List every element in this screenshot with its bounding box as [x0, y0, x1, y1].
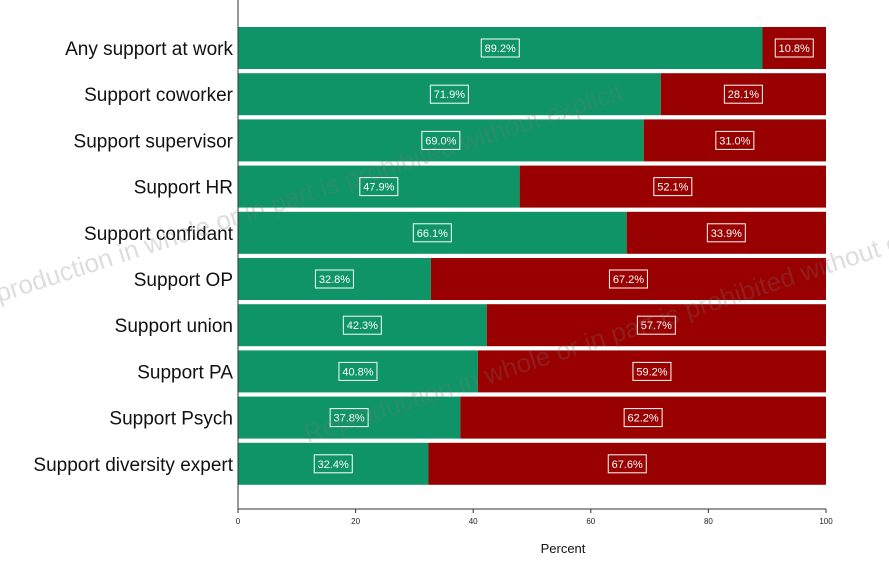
data-label-box [706, 223, 746, 243]
x-axis: 0 20 40 60 80 100 [236, 0, 833, 526]
data-label-text: 42.3% [347, 320, 378, 332]
data-label-green-4: 47.9% [359, 177, 399, 197]
data-label-green-3: 69.0% [421, 130, 461, 150]
category-label-2: Support coworker [84, 85, 234, 106]
x-tick-label-0: 0 [236, 517, 241, 526]
data-label-text: 37.8% [334, 413, 365, 425]
data-label-text: 66.1% [417, 228, 448, 240]
category-label-7: Support union [115, 316, 233, 337]
category-label-5: Support confidant [84, 224, 234, 245]
data-label-box [636, 315, 676, 335]
category-label-6: Support OP [134, 270, 233, 291]
data-label-box [632, 361, 672, 381]
data-label-green-9: 37.8% [329, 408, 369, 428]
data-label-text: 47.9% [363, 182, 394, 194]
data-label-box [723, 84, 763, 104]
data-label-red-3: 31.0% [715, 130, 755, 150]
data-label-green-7: 42.3% [342, 315, 382, 335]
data-labels-layer: 89.2% 10.8% 71.9% 28.1% 69.0% 31.0% 47.9% 52.1%… [313, 38, 814, 474]
data-label-text: 67.2% [613, 274, 644, 286]
data-label-box [623, 408, 663, 428]
data-label-text: 57.7% [641, 320, 672, 332]
category-label-8: Support PA [137, 362, 233, 383]
data-label-red-4: 52.1% [653, 177, 693, 197]
data-label-text: 89.2% [485, 43, 516, 55]
data-label-box [715, 130, 755, 150]
data-label-box [412, 223, 452, 243]
data-label-green-6: 32.8% [314, 269, 354, 289]
data-label-text: 31.0% [719, 135, 750, 147]
data-label-box [607, 454, 647, 474]
data-label-green-10: 32.4% [313, 454, 353, 474]
data-label-red-8: 59.2% [632, 361, 672, 381]
x-tick-label-20: 20 [351, 517, 360, 526]
data-label-green-8: 40.8% [338, 361, 378, 381]
data-label-text: 62.2% [628, 413, 659, 425]
data-label-text: 10.8% [779, 43, 810, 55]
data-label-text: 28.1% [728, 89, 759, 101]
data-label-red-10: 67.6% [607, 454, 647, 474]
data-label-box [774, 38, 814, 58]
data-label-text: 32.8% [319, 274, 350, 286]
x-tick-label-80: 80 [704, 517, 713, 526]
x-tick-label-60: 60 [586, 517, 595, 526]
data-label-red-2: 28.1% [723, 84, 763, 104]
data-label-text: 69.0% [425, 135, 456, 147]
category-label-3: Support supervisor [74, 131, 234, 152]
data-label-box [429, 84, 469, 104]
data-label-box [338, 361, 378, 381]
data-label-text: 59.2% [636, 366, 667, 378]
data-label-red-6: 67.2% [608, 269, 648, 289]
x-tick-label-100: 100 [819, 517, 833, 526]
data-label-green-1: 89.2% [480, 38, 520, 58]
data-label-text: 32.4% [318, 459, 349, 471]
data-label-red-1: 10.8% [774, 38, 814, 58]
data-label-green-5: 66.1% [412, 223, 452, 243]
data-label-red-7: 57.7% [636, 315, 676, 335]
data-label-box [608, 269, 648, 289]
data-label-box [314, 269, 354, 289]
x-axis-title: Percent [541, 541, 586, 556]
category-label-1: Any support at work [65, 39, 233, 60]
category-label-4: Support HR [134, 178, 233, 199]
data-label-box [329, 408, 369, 428]
data-label-text: 33.9% [711, 228, 742, 240]
data-label-red-5: 33.9% [706, 223, 746, 243]
data-label-box [342, 315, 382, 335]
data-label-box [653, 177, 693, 197]
data-label-text: 52.1% [657, 182, 688, 194]
data-label-box [421, 130, 461, 150]
category-label-9: Support Psych [109, 409, 233, 430]
category-label-10: Support diversity expert [33, 455, 233, 476]
category-labels: Any support at work Support coworker Suppo… [33, 39, 233, 476]
data-label-box [359, 177, 399, 197]
data-label-green-2: 71.9% [429, 84, 469, 104]
data-label-red-9: 62.2% [623, 408, 663, 428]
data-label-text: 40.8% [342, 366, 373, 378]
x-tick-label-40: 40 [469, 517, 478, 526]
data-label-box [480, 38, 520, 58]
data-label-box [313, 454, 353, 474]
data-label-text: 71.9% [434, 89, 465, 101]
data-label-text: 67.6% [612, 459, 643, 471]
